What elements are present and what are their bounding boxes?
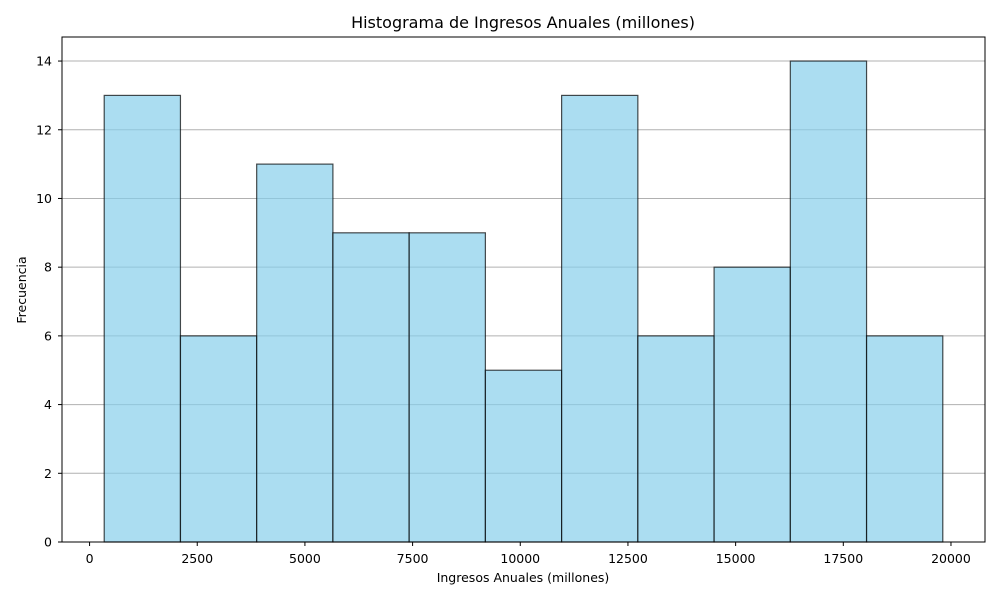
histogram-bar xyxy=(179,335,258,543)
plot-frame xyxy=(61,36,986,543)
histogram-bar xyxy=(484,369,563,543)
y-tick-label: 14 xyxy=(36,54,52,69)
x-tick-label: 17500 xyxy=(823,551,863,566)
histogram-bar xyxy=(256,163,334,543)
y-tick-label: 4 xyxy=(44,397,52,412)
histogram-bar xyxy=(561,94,639,543)
chart-title: Histograma de Ingresos Anuales (millones… xyxy=(351,13,695,32)
x-tick-label: 2500 xyxy=(181,551,213,566)
x-tick-label: 15000 xyxy=(716,551,756,566)
x-tick-label: 10000 xyxy=(500,551,540,566)
y-tick-label: 10 xyxy=(36,191,52,206)
histogram-bar xyxy=(637,335,715,543)
y-axis-ticks: 0 2 4 6 8 10 12 14 xyxy=(36,54,62,550)
y-tick-label: 12 xyxy=(36,122,52,137)
histogram-bar xyxy=(865,335,944,543)
y-tick-label: 2 xyxy=(44,466,52,481)
x-tick-label: 5000 xyxy=(289,551,321,566)
x-tick-label: 0 xyxy=(86,551,94,566)
histogram-bars xyxy=(103,60,944,543)
x-axis-label: Ingresos Anuales (millones) xyxy=(437,570,610,585)
histogram-bar xyxy=(103,94,182,543)
histogram-bar xyxy=(332,232,410,543)
x-tick-label: 7500 xyxy=(397,551,429,566)
x-tick-label: 20000 xyxy=(931,551,971,566)
y-axis-label: Frecuencia xyxy=(14,256,29,323)
histogram-bar xyxy=(408,232,486,543)
x-tick-label: 12500 xyxy=(608,551,648,566)
x-axis-ticks: 0 2500 5000 7500 10000 12500 15000 17500 20000 xyxy=(86,542,971,566)
y-tick-label: 0 xyxy=(44,535,52,550)
histogram-bar xyxy=(789,60,868,543)
y-tick-label: 6 xyxy=(44,328,52,343)
y-tick-label: 8 xyxy=(44,260,52,275)
histogram-bar xyxy=(713,266,791,543)
